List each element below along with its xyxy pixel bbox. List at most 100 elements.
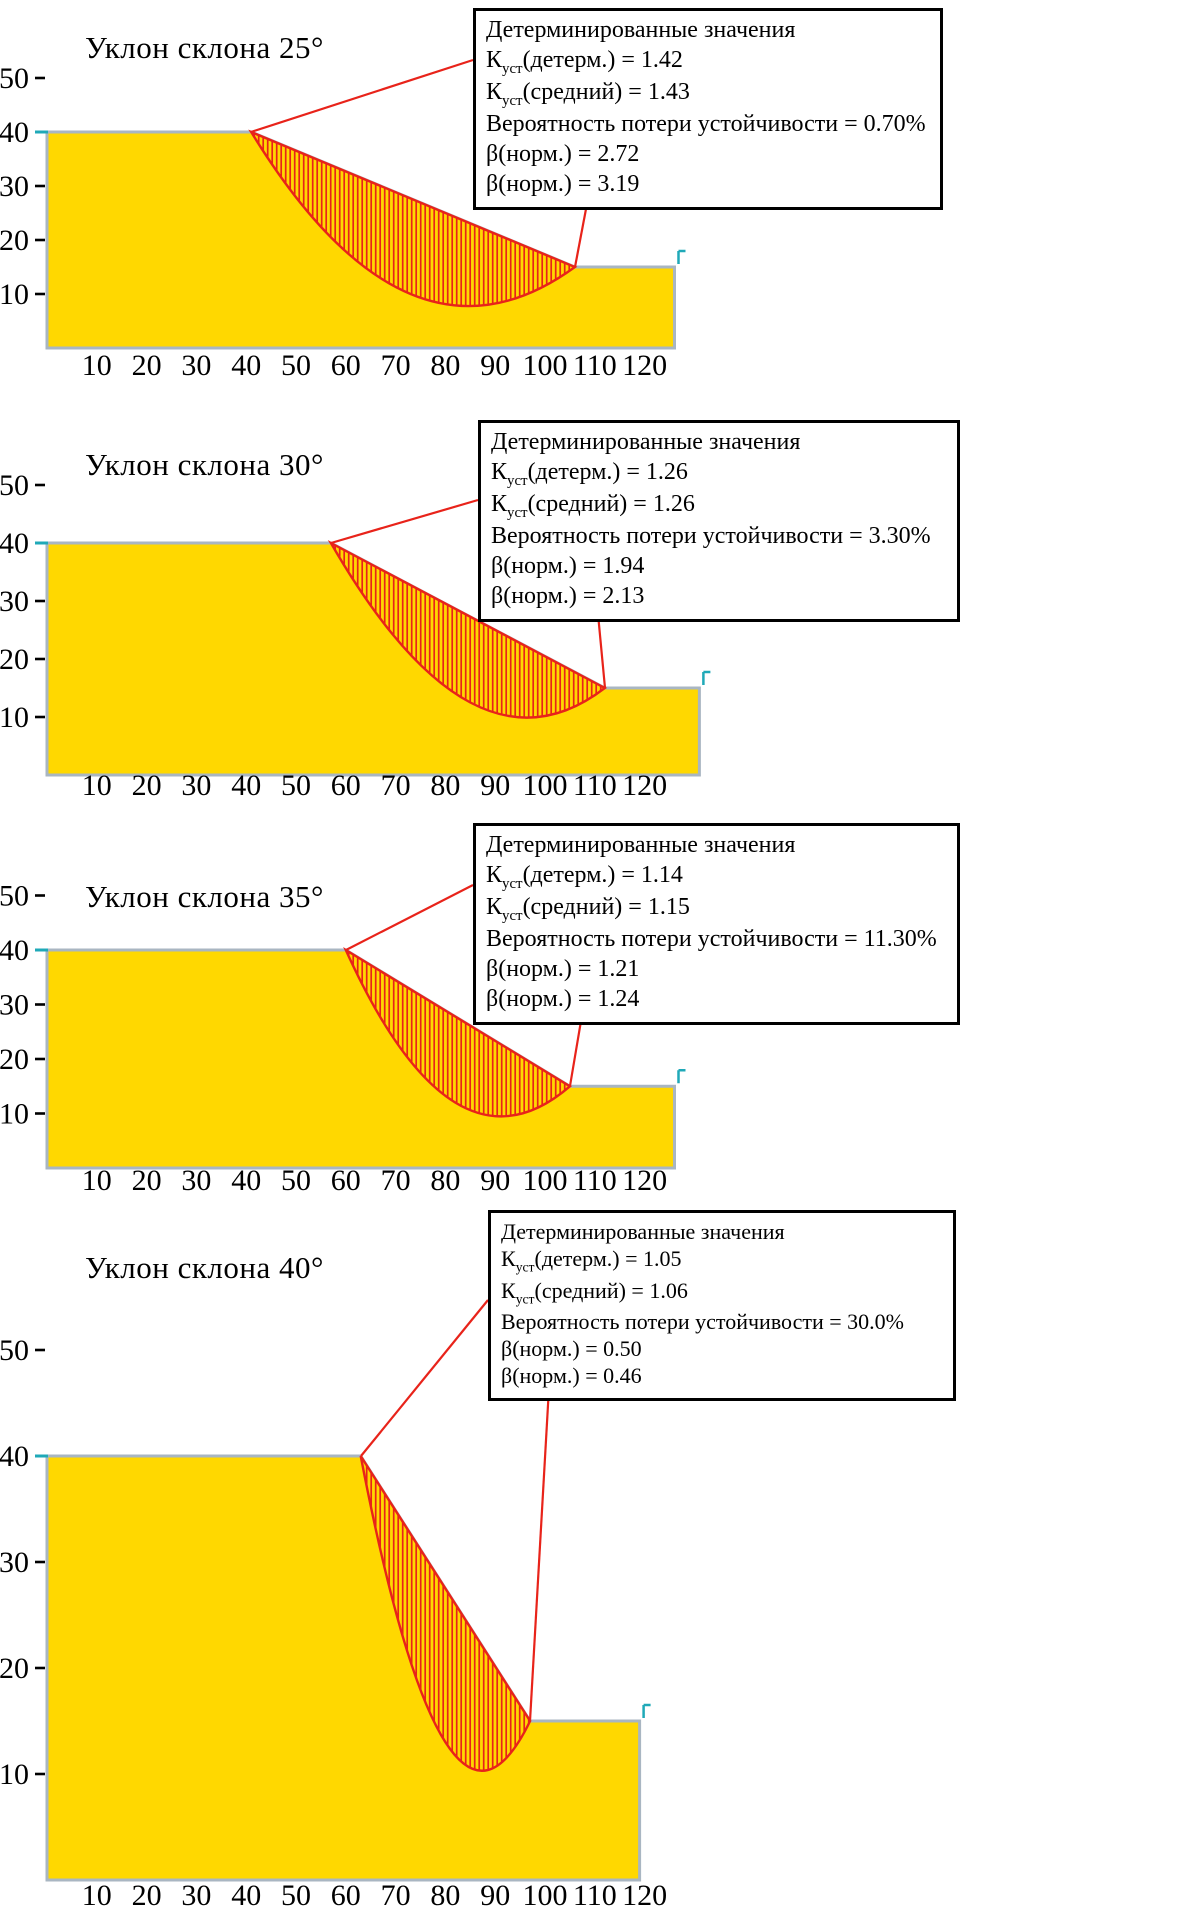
x-tick-label: 60 bbox=[331, 1879, 361, 1912]
leader-line bbox=[528, 1369, 552, 1722]
y-tick-label: 40 bbox=[0, 527, 29, 560]
deterministic-values-box: Детерминированные значения Куст(детерм.)… bbox=[488, 1210, 956, 1401]
x-tick-label: 20 bbox=[132, 1879, 162, 1912]
beta-line-1: β(норм.) = 1.94 bbox=[491, 552, 645, 579]
k-subscript: уст bbox=[507, 504, 528, 521]
box-header: Детерминированные значения bbox=[491, 429, 801, 455]
x-tick-label: 10 bbox=[82, 1879, 112, 1912]
k-symbol: К bbox=[491, 490, 508, 517]
slope-panel-35: 10 20 30 40 50 10 20 30 40 50 60 70 80 90 100 110 120 Ук… bbox=[0, 815, 1183, 1205]
k-det-value: (детерм.) = 1.26 bbox=[527, 458, 688, 485]
y-tick-label: 20 bbox=[0, 1652, 29, 1685]
leader-line bbox=[360, 1299, 489, 1457]
slope-panel-30: 10 20 30 40 50 10 20 30 40 50 60 70 80 90 100 110 120 Ук… bbox=[0, 395, 1183, 815]
k-det-line: Куст(детерм.) = 1.42 bbox=[486, 46, 930, 78]
beta-line-2: β(норм.) = 2.13 bbox=[491, 582, 645, 609]
beta-line-2: β(норм.) = 3.19 bbox=[486, 170, 640, 197]
y-tick-label: 30 bbox=[0, 989, 29, 1022]
y-tick-label: 20 bbox=[0, 643, 29, 676]
x-tick-label: 100 bbox=[523, 1879, 568, 1912]
k-symbol: К bbox=[486, 46, 503, 73]
x-tick-label: 120 bbox=[622, 349, 667, 382]
deterministic-values-box: Детерминированные значения Куст(детерм.)… bbox=[473, 8, 943, 211]
bench-marker bbox=[677, 249, 686, 264]
k-avg-line: Куст(средний) = 1.06 bbox=[501, 1277, 943, 1308]
slope-chart-svg: 10 20 30 40 50 10 20 30 40 50 60 70 80 90 100 110 120 bbox=[0, 58, 686, 382]
x-tick-label: 30 bbox=[181, 769, 211, 802]
k-det-value: (детерм.) = 1.14 bbox=[522, 861, 683, 888]
panel-title: Уклон склона 30° bbox=[85, 447, 324, 482]
y-tick-label: 30 bbox=[0, 1546, 29, 1579]
x-tick-label: 110 bbox=[573, 769, 617, 802]
k-det-line: Куст(детерм.) = 1.26 bbox=[491, 458, 947, 490]
k-subscript: уст bbox=[502, 60, 523, 77]
panel-title: Уклон склона 35° bbox=[85, 879, 324, 914]
x-tick-label: 60 bbox=[331, 769, 361, 802]
x-tick-label: 10 bbox=[82, 1164, 112, 1197]
k-avg-line: Куст(средний) = 1.43 bbox=[486, 78, 930, 110]
x-tick-label: 50 bbox=[281, 1879, 311, 1912]
y-tick-label: 10 bbox=[0, 1098, 29, 1131]
y-tick-label: 20 bbox=[0, 224, 29, 257]
leader-line bbox=[330, 498, 479, 545]
k-symbol: К bbox=[486, 893, 503, 920]
k-det-value: (детерм.) = 1.42 bbox=[522, 46, 683, 73]
x-tick-label: 110 bbox=[573, 1879, 617, 1912]
y-tick-label: 50 bbox=[0, 62, 29, 95]
slope-chart-svg: 10 20 30 40 50 10 20 30 40 50 60 70 80 90 100 110 120 bbox=[0, 1299, 667, 1912]
k-det-value: (детерм.) = 1.05 bbox=[534, 1246, 682, 1272]
x-tick-label: 110 bbox=[573, 1164, 617, 1197]
x-tick-label: 40 bbox=[231, 1164, 261, 1197]
x-tick-label: 50 bbox=[281, 349, 311, 382]
k-symbol: К bbox=[501, 1277, 516, 1303]
probability-line: Вероятность потери устойчивости = 0.70% bbox=[486, 111, 926, 138]
k-subscript: уст bbox=[515, 1290, 535, 1306]
k-symbol: К bbox=[501, 1246, 516, 1272]
k-subscript: уст bbox=[502, 907, 523, 924]
k-avg-line: Куст(средний) = 1.26 bbox=[491, 490, 947, 522]
x-tick-label: 30 bbox=[181, 1164, 211, 1197]
y-tick-label: 30 bbox=[0, 585, 29, 618]
bench-marker bbox=[642, 1703, 651, 1718]
x-tick-label: 80 bbox=[430, 1879, 460, 1912]
leader-line bbox=[596, 613, 607, 689]
slope-panel-25: 10 20 30 40 50 10 20 30 40 50 60 70 80 90 100 110 120 Ук… bbox=[0, 0, 1183, 395]
y-tick-label: 10 bbox=[0, 278, 29, 311]
x-tick-label: 10 bbox=[82, 349, 112, 382]
x-tick-label: 50 bbox=[281, 1164, 311, 1197]
x-tick-label: 20 bbox=[132, 1164, 162, 1197]
slope-panel-40: 10 20 30 40 50 10 20 30 40 50 60 70 80 90 100 110 120 Ук… bbox=[0, 1205, 1183, 1930]
leader-line bbox=[345, 884, 474, 951]
leader-line bbox=[568, 1014, 584, 1087]
box-header: Детерминированные значения bbox=[486, 17, 796, 43]
y-tick-label: 40 bbox=[0, 116, 29, 149]
bench-marker bbox=[702, 670, 711, 685]
k-symbol: К bbox=[491, 458, 508, 485]
x-tick-label: 40 bbox=[231, 349, 261, 382]
k-subscript: уст bbox=[502, 92, 523, 109]
bench-marker bbox=[677, 1069, 686, 1084]
x-tick-label: 80 bbox=[430, 1164, 460, 1197]
k-det-line: Куст(детерм.) = 1.14 bbox=[486, 861, 947, 893]
y-tick-label: 10 bbox=[0, 1758, 29, 1791]
x-tick-label: 90 bbox=[480, 769, 510, 802]
y-tick-label: 40 bbox=[0, 1440, 29, 1473]
deterministic-values-box: Детерминированные значения Куст(детерм.)… bbox=[478, 420, 960, 623]
x-tick-label: 70 bbox=[381, 769, 411, 802]
panel-title: Уклон склона 25° bbox=[85, 30, 324, 65]
k-subscript: уст bbox=[507, 472, 528, 489]
beta-line-1: β(норм.) = 1.21 bbox=[486, 955, 640, 982]
k-avg-line: Куст(средний) = 1.15 bbox=[486, 893, 947, 925]
k-det-line: Куст(детерм.) = 1.05 bbox=[501, 1245, 943, 1276]
x-tick-label: 90 bbox=[480, 349, 510, 382]
x-tick-label: 90 bbox=[480, 1164, 510, 1197]
soil-mass bbox=[45, 1454, 642, 1882]
beta-line-1: β(норм.) = 2.72 bbox=[486, 140, 640, 167]
slip-surface bbox=[327, 539, 608, 719]
x-tick-label: 20 bbox=[132, 769, 162, 802]
k-symbol: К bbox=[486, 861, 503, 888]
beta-line-2: β(норм.) = 1.24 bbox=[486, 985, 640, 1012]
x-tick-label: 70 bbox=[381, 1164, 411, 1197]
leader-line bbox=[250, 58, 474, 134]
